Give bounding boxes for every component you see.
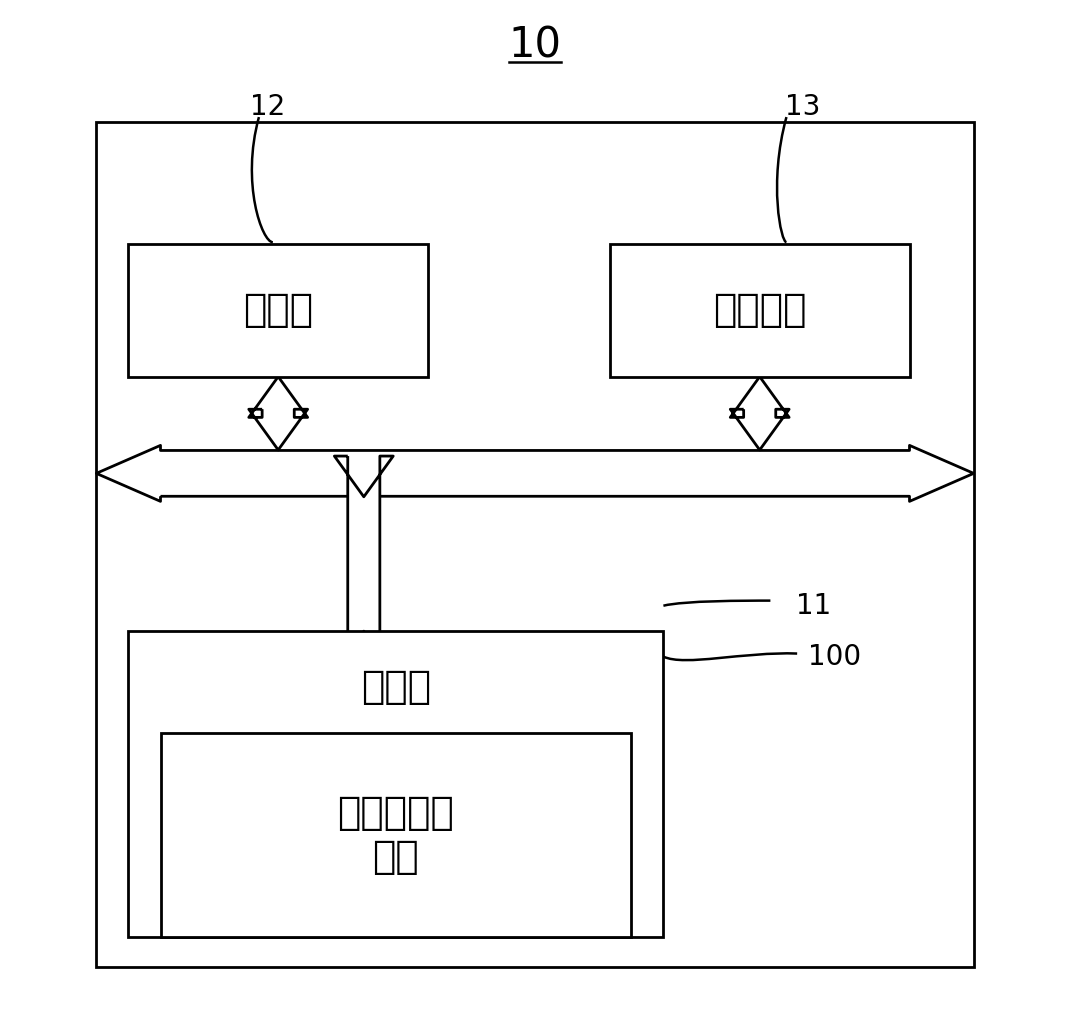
Text: 12: 12	[250, 93, 285, 121]
Text: 11: 11	[796, 591, 830, 620]
Polygon shape	[248, 377, 308, 450]
Bar	[96, 122, 974, 967]
Text: 四肢骨分割
装置: 四肢骨分割 装置	[337, 794, 455, 875]
Text: 100: 100	[808, 642, 861, 671]
Text: 10: 10	[508, 24, 562, 67]
Polygon shape	[730, 377, 789, 450]
Bar	[128, 244, 428, 377]
Bar	[610, 244, 910, 377]
Bar	[160, 733, 631, 937]
Polygon shape	[96, 446, 974, 501]
Polygon shape	[334, 456, 394, 672]
Text: 存储器: 存储器	[361, 668, 431, 706]
Text: 13: 13	[784, 93, 821, 121]
Text: 通信单元: 通信单元	[713, 291, 807, 330]
Bar	[128, 631, 663, 937]
Text: 处理器: 处理器	[243, 291, 314, 330]
